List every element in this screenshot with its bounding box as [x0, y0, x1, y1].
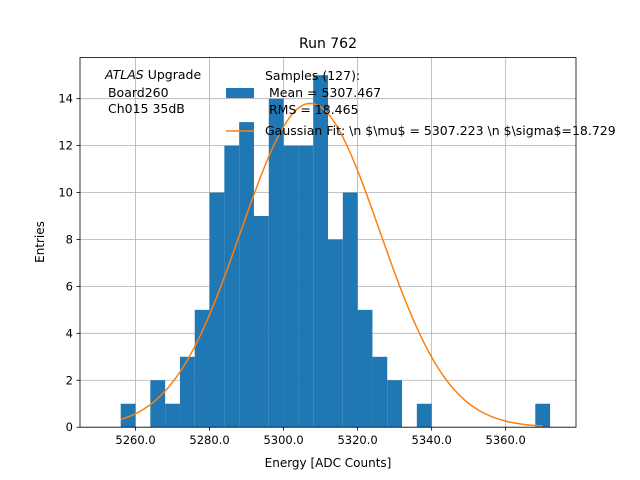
histogram-bar	[268, 98, 284, 428]
y-tick-label: 2	[66, 373, 73, 387]
histogram-bars	[120, 75, 551, 428]
histogram-bar	[120, 403, 136, 428]
legend-samples-line: Samples (127):	[265, 68, 360, 83]
annotation-line-2: Board260	[104, 85, 169, 100]
y-tick-label: 4	[66, 326, 73, 340]
histogram-bar	[387, 380, 403, 428]
histogram-bar	[342, 192, 358, 428]
annotation-line-1: ATLAS Upgrade	[104, 67, 201, 82]
axis-ticks: 5260.0 5280.0 5300.0 5320.0 5340.0 5360.0 0 2 4 6…	[58, 92, 525, 448]
legend-fit-label: Gaussian Fit: \n $\mu$ = 5307.223 \n $\s…	[265, 123, 616, 138]
x-tick-label: 5340.0	[412, 433, 452, 447]
legend-samples-line: Mean = 5307.467	[265, 85, 381, 100]
histogram-bar	[150, 380, 166, 428]
histogram-bar	[535, 403, 551, 428]
y-axis-label: Entries	[33, 221, 47, 263]
atlas-annotation: ATLAS Upgrade Board260 Ch015 35dB	[104, 67, 201, 116]
y-tick-label: 14	[58, 92, 73, 106]
y-tick-label: 12	[58, 139, 73, 153]
histogram-bar	[209, 192, 225, 428]
x-tick-label: 5320.0	[337, 433, 377, 447]
histogram-bar	[194, 309, 210, 428]
gaussian-fit-line	[120, 102, 543, 427]
x-tick-label: 5260.0	[115, 433, 155, 447]
y-tick-label: 6	[66, 279, 73, 293]
histogram-bar	[239, 122, 254, 428]
y-tick-label: 8	[66, 232, 73, 246]
annotation-line-3: Ch015 35dB	[104, 101, 185, 116]
histogram-bar	[283, 145, 299, 428]
x-tick-label: 5360.0	[486, 433, 526, 447]
x-tick-label: 5300.0	[263, 433, 303, 447]
histogram-bar	[328, 239, 343, 428]
atlas-label: ATLAS	[104, 67, 144, 82]
histogram-bar	[357, 309, 373, 428]
legend-samples-swatch	[226, 88, 254, 98]
x-axis-label: Energy [ADC Counts]	[265, 456, 392, 470]
x-tick-label: 5280.0	[189, 433, 229, 447]
histogram-bar	[179, 356, 195, 428]
chart-title: Run 762	[299, 36, 357, 52]
histogram-bar	[165, 403, 180, 428]
histogram-bar	[224, 145, 240, 428]
upgrade-label: Upgrade	[144, 67, 202, 82]
y-tick-label: 0	[66, 420, 73, 434]
histogram-bar	[253, 216, 269, 428]
y-tick-label: 10	[58, 186, 73, 200]
plot-frame	[79, 57, 577, 428]
histogram-bar	[298, 145, 314, 428]
histogram-bar	[313, 75, 328, 428]
legend: Samples (127): Mean = 5307.467 RMS = 18.…	[226, 68, 616, 138]
histogram-bar	[372, 356, 388, 428]
legend-samples-label: Samples (127): Mean = 5307.467 RMS = 18.…	[265, 68, 381, 117]
histogram-bar	[416, 403, 432, 428]
legend-samples-line: RMS = 18.465	[265, 102, 359, 117]
